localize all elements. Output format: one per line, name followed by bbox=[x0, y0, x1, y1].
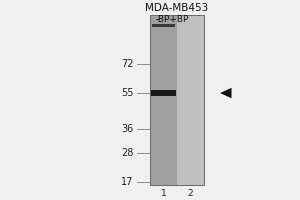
Text: 1: 1 bbox=[160, 189, 166, 198]
Text: 17: 17 bbox=[121, 177, 134, 187]
Text: MDA-MB453: MDA-MB453 bbox=[145, 3, 208, 13]
Text: -BP+BP: -BP+BP bbox=[156, 15, 189, 24]
Text: 55: 55 bbox=[121, 88, 134, 98]
Bar bbox=[151, 90, 175, 96]
Text: 2: 2 bbox=[188, 189, 193, 198]
Bar bbox=[177, 15, 204, 185]
Text: 72: 72 bbox=[121, 59, 134, 69]
Text: 28: 28 bbox=[121, 148, 134, 158]
Bar bbox=[150, 15, 204, 185]
Polygon shape bbox=[220, 88, 232, 98]
Text: 36: 36 bbox=[121, 124, 134, 134]
Bar bbox=[150, 15, 177, 185]
Bar bbox=[152, 24, 175, 27]
